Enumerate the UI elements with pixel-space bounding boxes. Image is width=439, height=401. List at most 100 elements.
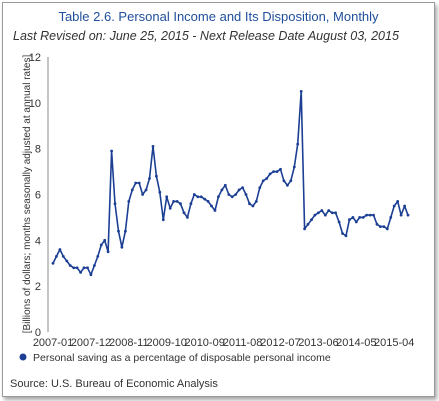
data-point[interactable]: [396, 200, 400, 203]
data-point[interactable]: [93, 264, 96, 267]
data-point[interactable]: [230, 195, 234, 199]
data-point[interactable]: [389, 216, 393, 219]
data-point[interactable]: [299, 90, 303, 93]
data-point[interactable]: [330, 211, 334, 215]
legend-label[interactable]: Personal saving as a percentage of dispo…: [33, 352, 331, 364]
data-point[interactable]: [354, 220, 358, 224]
data-point[interactable]: [127, 200, 131, 203]
data-point[interactable]: [196, 195, 200, 199]
data-point[interactable]: [348, 218, 351, 222]
data-point[interactable]: [337, 220, 341, 224]
data-point[interactable]: [86, 266, 89, 270]
data-point[interactable]: [161, 218, 165, 222]
data-point[interactable]: [368, 213, 372, 217]
data-point[interactable]: [155, 174, 158, 178]
data-point[interactable]: [320, 209, 324, 212]
data-point[interactable]: [323, 213, 327, 217]
data-point[interactable]: [223, 183, 227, 187]
data-point[interactable]: [258, 186, 262, 190]
data-point[interactable]: [113, 202, 117, 206]
data-point[interactable]: [282, 179, 286, 183]
data-point[interactable]: [206, 200, 210, 203]
data-point[interactable]: [382, 225, 386, 229]
data-point[interactable]: [327, 209, 331, 212]
data-point[interactable]: [313, 213, 317, 217]
data-point[interactable]: [168, 206, 172, 210]
data-point[interactable]: [303, 227, 306, 231]
data-point[interactable]: [254, 200, 258, 203]
data-point[interactable]: [403, 204, 406, 208]
data-point[interactable]: [172, 200, 176, 203]
data-point[interactable]: [96, 255, 100, 258]
data-point[interactable]: [110, 149, 113, 153]
data-point[interactable]: [358, 216, 362, 219]
data-point[interactable]: [268, 172, 272, 176]
data-point[interactable]: [179, 202, 182, 206]
data-point[interactable]: [292, 165, 296, 169]
data-point[interactable]: [158, 190, 162, 194]
data-point[interactable]: [65, 259, 69, 263]
data-point[interactable]: [341, 232, 344, 235]
data-point[interactable]: [51, 261, 55, 265]
data-point[interactable]: [296, 142, 300, 146]
data-point[interactable]: [217, 195, 220, 199]
data-point[interactable]: [392, 204, 396, 208]
data-point[interactable]: [244, 193, 248, 196]
data-point[interactable]: [306, 222, 310, 226]
data-point[interactable]: [261, 179, 265, 183]
data-point[interactable]: [275, 170, 279, 174]
data-point[interactable]: [55, 255, 58, 258]
data-point[interactable]: [120, 245, 124, 249]
data-point[interactable]: [134, 181, 138, 185]
data-point[interactable]: [365, 213, 368, 217]
data-point[interactable]: [361, 216, 365, 219]
data-point[interactable]: [89, 273, 93, 277]
data-point[interactable]: [117, 229, 120, 233]
data-point[interactable]: [286, 183, 289, 187]
data-point[interactable]: [227, 193, 231, 196]
data-point[interactable]: [375, 222, 379, 226]
data-point[interactable]: [265, 177, 269, 180]
data-point[interactable]: [58, 248, 62, 251]
data-point[interactable]: [99, 243, 103, 247]
data-point[interactable]: [272, 170, 275, 174]
data-point[interactable]: [103, 238, 107, 242]
data-point[interactable]: [79, 271, 82, 274]
data-point[interactable]: [182, 211, 186, 215]
data-point[interactable]: [241, 186, 245, 190]
data-point[interactable]: [220, 188, 224, 192]
data-point[interactable]: [251, 204, 255, 208]
data-point[interactable]: [124, 229, 127, 233]
data-point[interactable]: [213, 209, 217, 212]
data-point[interactable]: [234, 193, 238, 196]
data-point[interactable]: [372, 213, 375, 217]
data-point[interactable]: [192, 193, 196, 196]
legend-marker[interactable]: [19, 353, 27, 361]
data-point[interactable]: [203, 197, 207, 201]
data-point[interactable]: [130, 188, 134, 192]
data-point[interactable]: [289, 179, 293, 183]
data-point[interactable]: [75, 266, 79, 270]
data-point[interactable]: [165, 195, 169, 199]
data-point[interactable]: [248, 202, 251, 206]
data-point[interactable]: [68, 264, 72, 267]
data-point[interactable]: [141, 193, 145, 196]
data-point[interactable]: [237, 188, 241, 192]
data-point[interactable]: [406, 213, 410, 217]
data-point[interactable]: [379, 225, 382, 229]
data-point[interactable]: [72, 266, 76, 270]
data-point[interactable]: [106, 250, 110, 254]
data-point[interactable]: [210, 204, 213, 208]
data-point[interactable]: [137, 181, 141, 185]
data-point[interactable]: [351, 216, 355, 219]
data-point[interactable]: [61, 255, 65, 258]
data-point[interactable]: [82, 266, 86, 270]
data-point[interactable]: [344, 234, 348, 238]
data-point[interactable]: [399, 213, 403, 217]
data-point[interactable]: [334, 211, 337, 215]
data-point[interactable]: [144, 188, 148, 192]
data-point[interactable]: [189, 202, 193, 206]
data-point[interactable]: [385, 227, 389, 231]
data-point[interactable]: [317, 211, 320, 215]
data-point[interactable]: [199, 195, 203, 199]
